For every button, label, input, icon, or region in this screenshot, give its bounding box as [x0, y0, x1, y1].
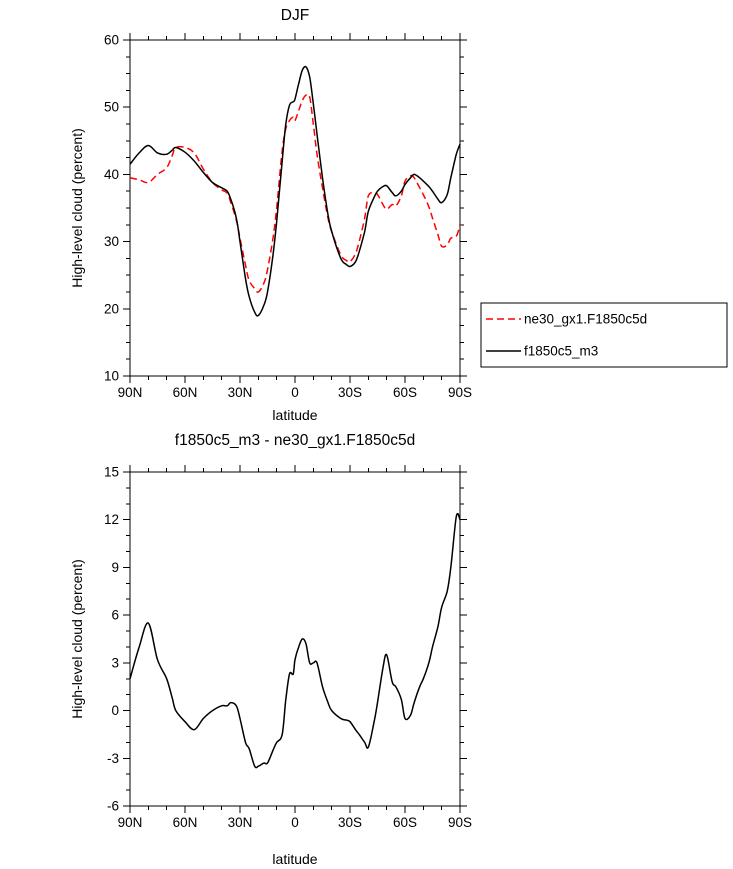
bottom-x-axis-label: latitude — [272, 851, 317, 867]
top-x-axis-label: latitude — [272, 407, 317, 423]
tick-labels: 90N 60N 30N 0 30S 60S 90S 10 20 30 40 50 60 — [104, 33, 472, 401]
y-tick-label: 60 — [104, 33, 119, 48]
y-tick-label: 20 — [104, 301, 119, 316]
y-tick-label: 0 — [111, 703, 119, 718]
plot-frame — [129, 471, 461, 807]
bottom-y-axis-label: High-level cloud (percent) — [69, 559, 85, 719]
top-plot-area: 90N 60N 30N 0 30S 60S 90S 10 20 30 40 50 60 — [104, 33, 472, 401]
legend-entry-label: f1850c5_m3 — [524, 344, 598, 359]
axis-ticks — [123, 465, 467, 813]
x-tick-label: 30N — [228, 385, 253, 400]
top-chart: DJF High-level cloud (percent) latitude … — [69, 7, 728, 423]
series-line-2 — [129, 65, 461, 317]
tick-labels: 90N 60N 30N 0 30S 60S 90S -6 -3 0 3 6 9 12 15 — [104, 465, 472, 831]
bottom-plot-area: 90N 60N 30N 0 30S 60S 90S -6 -3 0 3 6 9 12 15 — [104, 465, 472, 831]
y-tick-label: 50 — [104, 100, 119, 115]
legend-entry-label: ne30_gx1.F1850c5d — [524, 312, 647, 327]
x-tick-label: 90S — [448, 815, 472, 830]
x-tick-label: 60N — [173, 815, 198, 830]
x-tick-label: 60N — [173, 385, 198, 400]
axis-ticks — [123, 33, 467, 383]
series-line-1 — [129, 512, 461, 769]
top-chart-title: DJF — [281, 7, 309, 24]
series-line-1 — [129, 93, 461, 293]
x-tick-label: 30S — [338, 385, 362, 400]
y-tick-label: 3 — [111, 655, 119, 670]
x-tick-label: 90S — [448, 385, 472, 400]
x-tick-label: 90N — [118, 815, 143, 830]
x-tick-label: 60S — [393, 385, 417, 400]
legend-box — [480, 302, 728, 368]
y-tick-label: 6 — [111, 608, 119, 623]
x-tick-label: 30N — [228, 815, 253, 830]
y-tick-label: 9 — [111, 560, 119, 575]
top-y-axis-label: High-level cloud (percent) — [69, 128, 85, 288]
y-tick-label: -6 — [107, 799, 119, 814]
x-tick-label: 60S — [393, 815, 417, 830]
x-tick-label: 90N — [118, 385, 143, 400]
y-tick-label: 15 — [104, 465, 119, 480]
x-tick-label: 30S — [338, 815, 362, 830]
y-tick-label: 10 — [104, 369, 119, 384]
x-tick-label: 0 — [291, 385, 299, 400]
legend: ne30_gx1.F1850c5d f1850c5_m3 — [480, 302, 728, 368]
x-tick-label: 0 — [291, 815, 299, 830]
y-tick-label: 40 — [104, 167, 119, 182]
plot-frame — [129, 39, 461, 377]
y-tick-label: 30 — [104, 234, 119, 249]
y-tick-label: -3 — [107, 751, 119, 766]
bottom-chart: f1850c5_m3 - ne30_gx1.F1850c5d High-leve… — [69, 432, 472, 867]
y-tick-label: 12 — [104, 512, 119, 527]
bottom-chart-title: f1850c5_m3 - ne30_gx1.F1850c5d — [175, 432, 415, 449]
